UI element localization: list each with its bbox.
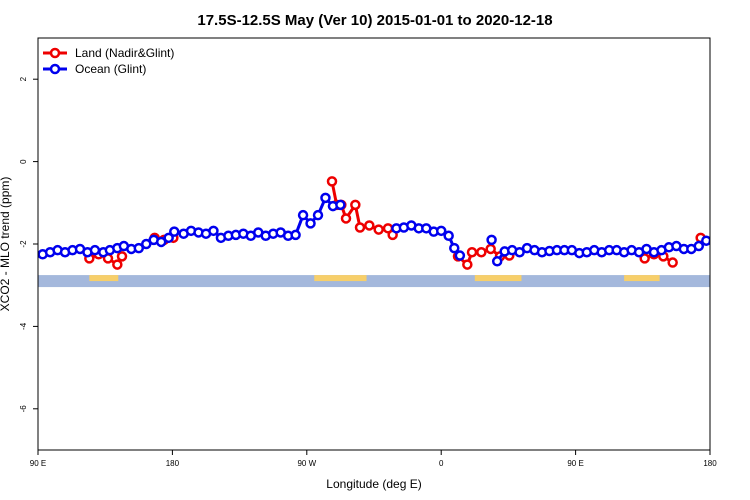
land-ocean-mask — [38, 275, 710, 288]
data-point — [133, 242, 145, 254]
data-point — [708, 238, 710, 246]
data-point — [312, 209, 324, 221]
x-axis-label: Longitude (deg E) — [326, 477, 421, 491]
data-point — [435, 225, 447, 237]
series-0 — [84, 176, 706, 270]
data-point — [290, 229, 301, 241]
y-tick-label: 2 — [19, 76, 28, 81]
data-point — [364, 220, 375, 231]
land-band — [314, 275, 367, 282]
data-point — [491, 256, 503, 267]
x-tick-label: 180 — [703, 459, 717, 468]
data-point — [155, 236, 167, 248]
data-point — [373, 224, 384, 235]
data-point — [514, 246, 525, 258]
x-axis: 90 E 180 90 W 0 90 E 180 — [30, 450, 717, 468]
y-axis-label: XCO2 - MLO trend (ppm) — [0, 177, 12, 312]
chart-title: 17.5S-12.5S May (Ver 10) 2015-01-01 to 2… — [197, 12, 552, 29]
data-point — [89, 244, 101, 256]
data-point — [454, 250, 466, 261]
data-point — [354, 222, 366, 233]
data-point — [335, 199, 346, 211]
legend-marker — [49, 47, 61, 59]
land-band — [624, 275, 660, 282]
data-point — [320, 192, 331, 204]
legend-marker — [49, 63, 61, 75]
data-point — [667, 257, 678, 268]
data-point — [486, 234, 497, 246]
data-point — [449, 242, 460, 254]
legend-label: Land (Nadir&Glint) — [75, 46, 174, 60]
x-tick-label: 90 W — [297, 459, 316, 468]
y-axis: 2 0 -2 -4 -6 — [19, 76, 38, 412]
data-point — [297, 209, 309, 221]
data-point — [116, 251, 128, 262]
x-tick-label: 90 E — [30, 459, 46, 468]
x-tick-label: 180 — [166, 459, 180, 468]
data-point — [326, 176, 338, 187]
data-point — [208, 225, 219, 237]
y-tick-label: -6 — [19, 405, 28, 413]
data-point — [466, 246, 478, 258]
legend-label: Ocean (Glint) — [75, 62, 146, 76]
series-1 — [38, 192, 725, 267]
data-point — [639, 253, 650, 264]
y-tick-label: -4 — [19, 322, 28, 330]
data-point — [476, 246, 487, 258]
data-point — [169, 226, 180, 237]
data-point — [717, 235, 725, 243]
y-tick-label: -2 — [19, 240, 28, 248]
data-point — [443, 230, 454, 242]
data-point — [163, 232, 174, 244]
data-point — [701, 235, 710, 246]
data-point — [340, 213, 352, 224]
data-point — [462, 259, 473, 270]
land-band — [474, 275, 522, 282]
data-point — [693, 240, 705, 252]
y-tick-label: 0 — [19, 159, 28, 164]
data-point — [112, 259, 123, 270]
legend: Land (Nadir&Glint) Ocean (Glint) — [43, 46, 174, 76]
data-point — [305, 218, 316, 229]
series-layer — [38, 176, 725, 270]
data-point — [485, 243, 496, 255]
land-band — [89, 275, 119, 282]
x-tick-label: 90 E — [567, 459, 583, 468]
data-point — [350, 199, 361, 211]
data-point — [141, 238, 152, 250]
x-tick-label: 0 — [439, 459, 444, 468]
ocean-band — [38, 275, 710, 288]
